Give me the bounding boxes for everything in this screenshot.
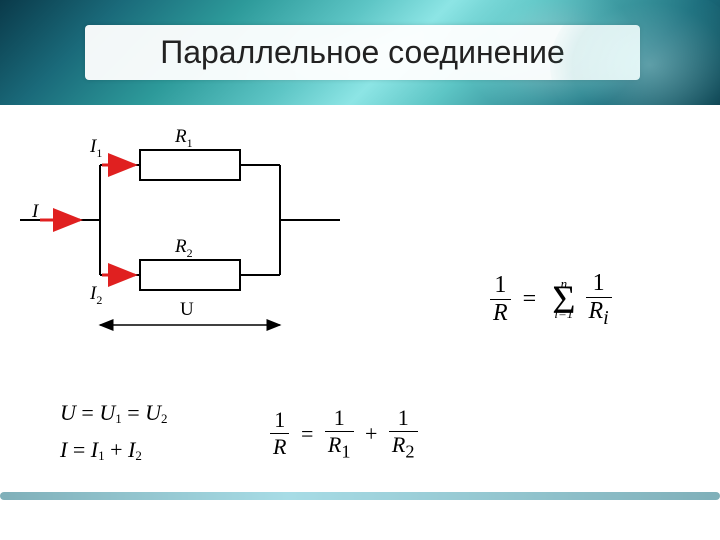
label-u: U bbox=[180, 299, 194, 321]
eq-general-sum: 1 R = Σ n i=1 1 Ri bbox=[490, 270, 612, 330]
resistor-r1 bbox=[140, 150, 240, 180]
content-stage: I I1 I2 R1 R2 U U = U1 = U2 I = I1 bbox=[0, 105, 720, 500]
label-r1: R1 bbox=[175, 126, 193, 151]
resistor-r2 bbox=[140, 260, 240, 290]
circuit-diagram: I I1 I2 R1 R2 U bbox=[20, 125, 350, 365]
eq-two-resistors: 1 R = 1 R1 + 1 R2 bbox=[270, 405, 418, 462]
equations-voltage-current: U = U1 = U2 I = I1 + I2 bbox=[60, 400, 168, 464]
eq-current: I = I1 + I2 bbox=[60, 437, 168, 464]
banner: Параллельное соединение bbox=[0, 0, 720, 105]
page-title: Параллельное соединение bbox=[160, 34, 565, 71]
sigma-icon: Σ n i=1 bbox=[552, 283, 575, 317]
footer-accent bbox=[0, 492, 720, 500]
label-r2: R2 bbox=[175, 236, 193, 261]
label-i2: I2 bbox=[90, 283, 102, 308]
eq-voltage: U = U1 = U2 bbox=[60, 400, 168, 427]
title-box: Параллельное соединение bbox=[85, 25, 640, 80]
label-i: I bbox=[32, 201, 38, 223]
label-i1: I1 bbox=[90, 136, 102, 161]
